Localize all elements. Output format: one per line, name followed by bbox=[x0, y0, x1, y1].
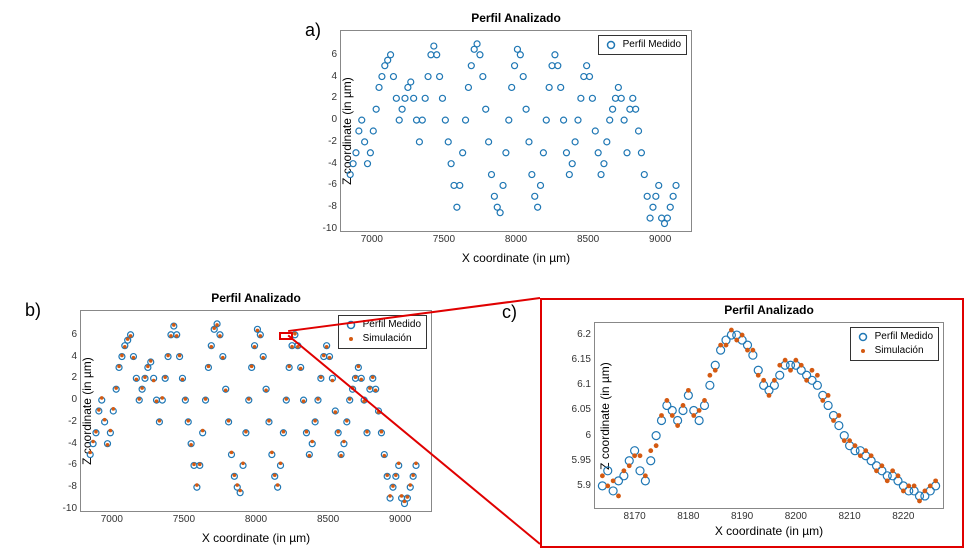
chart-c-xlabel: X coordinate (in µm) bbox=[595, 524, 943, 538]
chart-b-xlabel: X coordinate (in µm) bbox=[81, 531, 431, 545]
chart-c-title: Perfil Analizado bbox=[595, 303, 943, 317]
chart-b: Perfil Analizado Z coordinate (in µm) X … bbox=[80, 310, 432, 512]
panel-b-label: b) bbox=[25, 300, 41, 321]
chart-c: Perfil Analizado Z coordinate (in µm) X … bbox=[594, 322, 944, 509]
chart-a-legend: Perfil Medido bbox=[598, 35, 687, 55]
chart-a: Perfil Analizado Z coordinate (in µm) X … bbox=[340, 30, 692, 232]
chart-a-title: Perfil Analizado bbox=[341, 11, 691, 25]
panel-a-label: a) bbox=[305, 20, 321, 41]
chart-b-legend: Perfil MedidoSimulación bbox=[338, 315, 427, 349]
chart-b-title: Perfil Analizado bbox=[81, 291, 431, 305]
chart-a-xlabel: X coordinate (in µm) bbox=[341, 251, 691, 265]
chart-c-legend: Perfil MedidoSimulación bbox=[850, 327, 939, 361]
panel-c-label: c) bbox=[502, 302, 517, 323]
chart-a-plot bbox=[341, 31, 691, 231]
